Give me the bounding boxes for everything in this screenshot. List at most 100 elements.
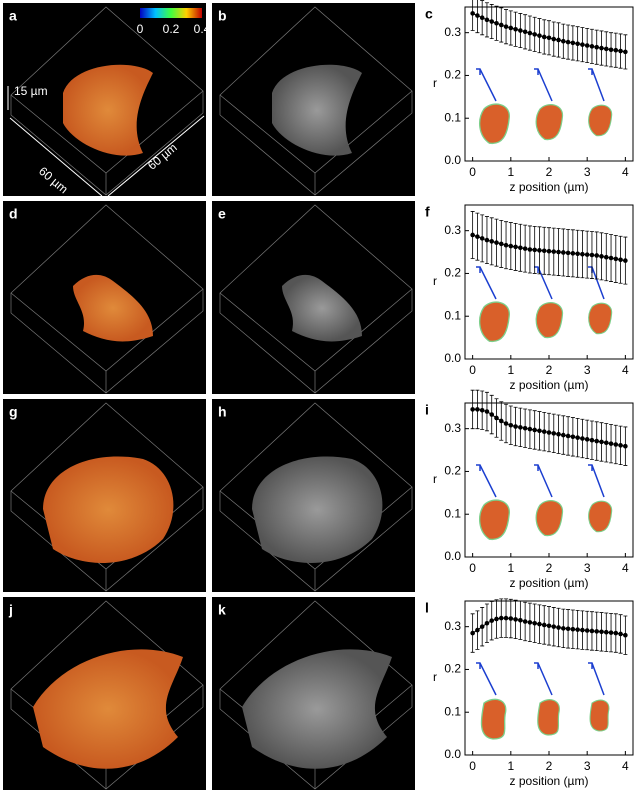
data-point [575,627,580,632]
data-point [489,412,495,417]
panel-label: d [9,206,18,222]
image-panel: k [212,597,415,790]
arrow [476,464,497,498]
data-point [561,432,566,438]
data-point [561,38,566,44]
data-point [618,257,623,263]
data-point [551,36,557,42]
arrow [534,266,553,300]
data-point [503,242,509,248]
data-point [503,24,509,29]
data-point [475,407,480,412]
data-point [565,39,571,45]
data-point [498,22,504,28]
data-point [570,40,576,46]
y-tick-label: 0.1 [444,506,461,520]
image-panel: b [212,3,415,196]
data-point [541,429,547,434]
y-tick-label: 0.0 [444,153,461,167]
data-point [475,13,480,18]
y-axis-label: r [433,670,437,684]
inset-image [480,698,507,740]
y-tick-label: 0.1 [444,308,461,322]
x-tick-label: 4 [622,561,629,575]
x-tick-label: 3 [584,363,591,377]
scale-arrow [9,117,103,197]
ratio-image [43,456,174,563]
panel-label: c [425,6,433,22]
data-point [546,623,552,629]
y-tick-label: 0.2 [444,662,461,676]
data-point [494,616,499,622]
data-point [489,19,495,24]
x-tick-label: 0 [469,165,476,179]
data-point [561,250,566,255]
x-tick-label: 3 [584,759,591,773]
panel-label: f [425,204,430,220]
data-point [570,251,576,256]
data-point [589,437,595,443]
x-tick-label: 3 [584,165,591,179]
data-point [575,41,580,47]
panel-label: a [9,8,17,24]
data-point [470,630,475,636]
x-tick-label: 4 [622,363,629,377]
panel-label: j [8,602,13,618]
data-point [508,422,514,428]
data-point [522,246,528,251]
data-point [570,626,576,632]
data-point [489,618,495,623]
panel-label: h [218,404,227,420]
data-point [608,47,614,53]
data-point [527,426,533,432]
arrow [534,68,553,102]
data-point [537,428,542,434]
arrow [476,266,497,300]
data-point [565,433,571,439]
data-point [608,630,614,635]
data-point [580,251,585,257]
data-point [594,253,600,258]
data-point [599,254,604,259]
panel-label: e [218,206,226,222]
data-point [546,430,552,435]
data-point [527,620,533,625]
intensity-image [282,274,362,342]
inset-image [479,499,510,541]
data-point [551,431,557,436]
data-point [503,615,509,621]
arrow [476,68,497,102]
panel-label: k [218,602,226,618]
data-point [594,629,600,634]
data-point [584,43,590,48]
data-point [556,431,561,437]
data-point [551,249,557,254]
inset-image [589,699,610,732]
data-point [594,44,600,50]
y-tick-label: 0.1 [444,704,461,718]
data-point [513,617,518,622]
scale-label: 15 µm [14,84,48,98]
data-point [541,622,547,628]
data-point [556,625,561,630]
data-point [494,20,499,26]
colorbar [140,8,202,18]
data-point [541,34,547,40]
data-point [498,615,504,621]
scale-arrow [107,115,205,197]
y-tick-label: 0.0 [444,549,461,563]
data-point [623,443,628,449]
image-panel: e [212,201,415,394]
arrow [588,464,605,498]
data-point [565,626,571,632]
inset-image [535,302,564,339]
inset-image [537,699,560,736]
data-point [603,254,609,260]
x-tick-label: 4 [622,759,629,773]
data-point [546,35,552,41]
data-point [599,439,604,445]
y-tick-label: 0.2 [444,68,461,82]
ratio-image [73,274,153,342]
x-tick-label: 0 [469,759,476,773]
